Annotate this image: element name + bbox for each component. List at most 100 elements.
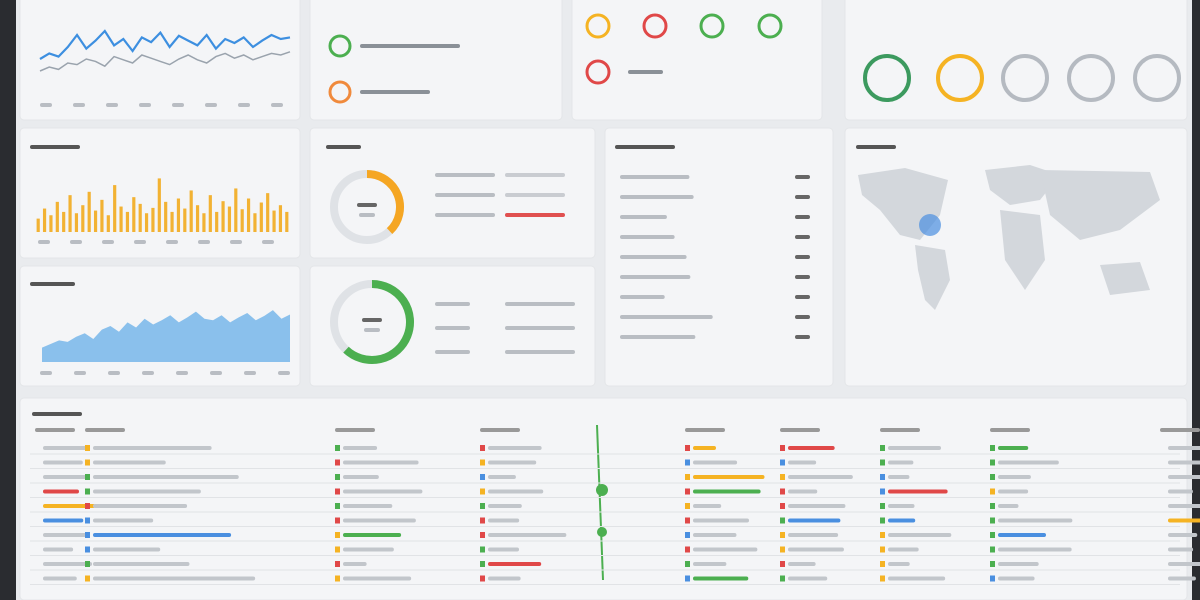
text-placeholder: [343, 533, 402, 537]
bar: [170, 211, 174, 232]
bar: [151, 207, 155, 232]
text-placeholder: [43, 460, 83, 465]
status-dot: [685, 445, 690, 451]
status-dot: [480, 503, 485, 509]
status-dot: [85, 546, 90, 553]
text-placeholder: [73, 103, 85, 107]
text-placeholder: [343, 460, 419, 465]
text-placeholder: [43, 533, 88, 537]
continent: [1100, 262, 1150, 295]
text-placeholder: [505, 350, 575, 354]
text-placeholder: [693, 489, 761, 494]
bar: [113, 185, 117, 232]
status-dot: [335, 575, 340, 582]
text-placeholder: [780, 428, 820, 432]
ring: [936, 54, 984, 102]
status-dot: [990, 503, 995, 509]
text-placeholder: [880, 428, 920, 432]
text-placeholder: [788, 504, 846, 508]
text-placeholder: [998, 547, 1072, 552]
text-placeholder: [488, 446, 542, 450]
ring: [1001, 54, 1049, 102]
line: [39, 29, 291, 60]
status-dot: [990, 575, 995, 582]
text-placeholder: [1168, 547, 1194, 552]
text-placeholder: [93, 489, 201, 494]
text-placeholder: [788, 576, 828, 581]
text-placeholder: [435, 302, 470, 306]
text-placeholder: [505, 173, 565, 177]
status-dot: [480, 459, 485, 466]
text-placeholder: [1168, 446, 1200, 450]
text-placeholder: [343, 547, 394, 552]
text-placeholder: [620, 295, 665, 299]
text-placeholder: [343, 576, 412, 581]
text-placeholder: [1168, 576, 1196, 581]
text-placeholder: [210, 371, 222, 375]
text-placeholder: [620, 235, 675, 239]
text-placeholder: [93, 533, 232, 537]
status-dot: [990, 546, 995, 553]
status-icon: [757, 13, 783, 39]
text-placeholder: [788, 518, 841, 523]
text-placeholder: [238, 103, 250, 107]
text-placeholder: [93, 562, 190, 566]
text-placeholder: [1168, 489, 1193, 494]
status-dot: [880, 459, 885, 466]
text-placeholder: [343, 489, 423, 494]
text-placeholder: [343, 518, 416, 523]
status-dot: [480, 488, 485, 495]
status-dot: [990, 561, 995, 567]
text-placeholder: [505, 326, 575, 330]
status-dot: [85, 561, 90, 567]
status-dot: [880, 532, 885, 538]
text-placeholder: [43, 518, 84, 523]
bar: [259, 202, 263, 232]
timeline-node: [596, 484, 608, 496]
status-dot: [685, 532, 690, 538]
status-dot: [880, 546, 885, 553]
text-placeholder: [435, 173, 495, 177]
text-placeholder: [166, 240, 178, 244]
text-placeholder: [106, 103, 118, 107]
status-dot: [880, 474, 885, 480]
text-placeholder: [505, 213, 565, 217]
bar: [62, 211, 66, 232]
bar: [138, 203, 142, 232]
text-placeholder: [102, 240, 114, 244]
text-placeholder: [628, 70, 663, 74]
text-placeholder: [998, 576, 1035, 581]
text-placeholder: [488, 562, 542, 566]
status-dot: [780, 532, 785, 538]
status-dot: [880, 445, 885, 451]
status-dot: [780, 503, 785, 509]
text-placeholder: [788, 475, 853, 479]
text-placeholder: [43, 446, 88, 450]
text-placeholder: [93, 446, 212, 450]
continent: [1000, 210, 1045, 290]
bar: [285, 211, 289, 232]
text-placeholder: [620, 175, 690, 179]
text-placeholder: [1168, 562, 1200, 566]
text-placeholder: [435, 350, 470, 354]
bar: [195, 205, 200, 232]
continent: [915, 245, 950, 310]
text-placeholder: [615, 145, 675, 149]
text-placeholder: [480, 428, 520, 432]
text-placeholder: [488, 489, 544, 494]
text-placeholder: [998, 446, 1029, 450]
text-placeholder: [795, 295, 810, 299]
panel: [571, 0, 823, 121]
text-placeholder: [795, 315, 810, 319]
text-placeholder: [40, 103, 52, 107]
text-placeholder: [362, 318, 382, 322]
text-placeholder: [795, 275, 810, 279]
text-placeholder: [93, 518, 154, 523]
text-placeholder: [343, 446, 378, 450]
status-dot: [480, 561, 485, 567]
status-icon: [642, 13, 668, 39]
status-dot: [335, 474, 340, 480]
donut-arc: [366, 170, 404, 234]
status-dot: [685, 575, 690, 582]
